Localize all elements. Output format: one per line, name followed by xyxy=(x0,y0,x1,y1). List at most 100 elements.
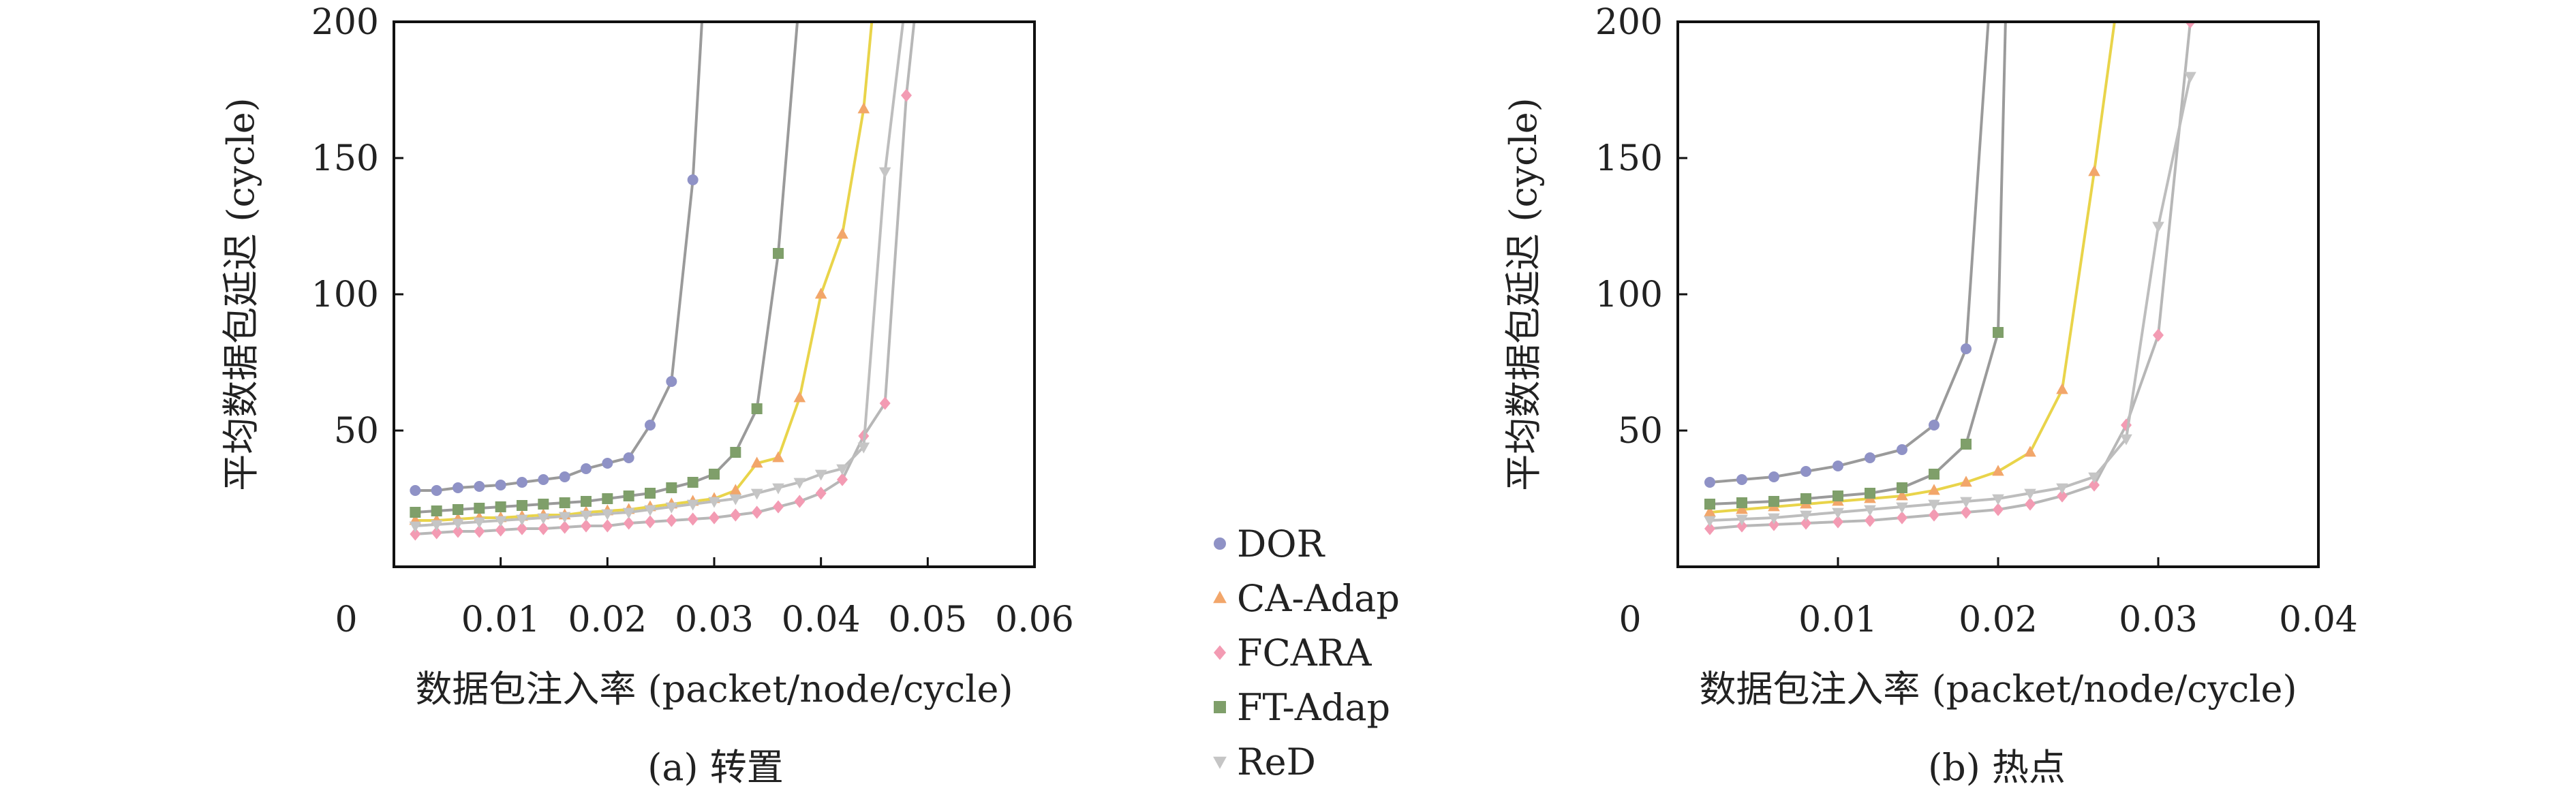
x-tick-label: 0 xyxy=(1619,599,1641,640)
data-point-dor xyxy=(410,485,421,496)
legend-marker-ft-adap xyxy=(1214,701,1226,713)
series-dor xyxy=(410,22,704,496)
data-point-fcara xyxy=(2057,489,2068,503)
data-point-ft-adap xyxy=(517,500,527,511)
data-point-ca-adap xyxy=(793,391,806,403)
data-point-fcara xyxy=(410,527,421,541)
data-point-red xyxy=(772,483,784,495)
data-point-ca-adap xyxy=(836,228,848,239)
chart-panel-a: 50 100 150 200 0 0.01 0.02 0.03 0.04 0.05 0.06 数据包注… xyxy=(219,2,1074,789)
series-line-fcara xyxy=(415,22,916,535)
data-point-dor xyxy=(581,463,592,474)
series-line-fcara xyxy=(1709,22,2192,530)
data-point-dor xyxy=(1768,471,1779,482)
data-point-fcara xyxy=(879,396,891,410)
legend-marker-red xyxy=(1213,756,1227,769)
data-point-fcara xyxy=(815,486,827,500)
series-red xyxy=(409,22,905,533)
y-axis-title: 平均数据包延迟 (cycle) xyxy=(1502,97,1545,491)
series-line-red xyxy=(1709,76,2192,522)
data-point-ca-adap xyxy=(2024,446,2036,457)
data-point-fcara xyxy=(1929,508,1939,522)
data-point-ft-adap xyxy=(645,488,656,499)
data-point-fcara xyxy=(1736,519,1747,533)
legend-item-dor: DOR xyxy=(1214,523,1325,565)
series-line-dor xyxy=(415,22,704,492)
data-point-fcara xyxy=(2025,497,2036,511)
data-point-red xyxy=(622,508,635,519)
data-point-ft-adap xyxy=(581,496,592,507)
data-point-ft-adap xyxy=(1768,496,1779,507)
data-point-dor xyxy=(1704,477,1715,488)
data-point-fcara xyxy=(474,525,485,538)
legend-marker-ca-adap xyxy=(1213,591,1227,604)
x-tick-label: 0.05 xyxy=(888,599,967,640)
legend-item-fcara: FCARA xyxy=(1214,632,1372,674)
data-point-fcara xyxy=(2185,22,2196,29)
legend-item-ca-adap: CA-Adap xyxy=(1213,577,1400,620)
data-point-ft-adap xyxy=(474,503,485,514)
data-point-ca-adap xyxy=(1896,489,1908,501)
data-point-red xyxy=(2024,488,2036,500)
data-point-fcara xyxy=(517,522,527,535)
y-tick-label: 100 xyxy=(311,275,379,315)
data-point-fcara xyxy=(1768,518,1779,531)
x-axis-title: 数据包注入率 (packet/node/cycle) xyxy=(1699,668,2297,711)
data-point-red xyxy=(708,497,720,508)
data-point-fcara xyxy=(1704,522,1715,535)
data-point-ft-adap xyxy=(687,477,699,488)
data-point-fcara xyxy=(730,508,741,522)
data-point-red xyxy=(836,464,848,476)
legend-marker-dor xyxy=(1214,537,1226,550)
data-point-dor xyxy=(1897,444,1907,455)
series-line-ft-adap xyxy=(1709,22,2007,505)
data-point-dor xyxy=(1736,474,1747,485)
x-tick-label: 0.04 xyxy=(2279,599,2358,640)
data-point-fcara xyxy=(1993,503,2004,516)
data-point-ft-adap xyxy=(559,497,570,508)
chart-panel-b: 50 100 150 200 0 0.01 0.02 0.03 0.04 数据包注入率 (pack… xyxy=(1502,2,2358,789)
data-point-ft-adap xyxy=(1993,327,2004,338)
legend-label: ReD xyxy=(1237,741,1316,783)
series-fcara xyxy=(410,22,916,541)
data-point-fcara xyxy=(1865,514,1875,527)
data-point-ca-adap xyxy=(857,102,870,114)
legend-label: FT-Adap xyxy=(1237,686,1390,729)
data-point-red xyxy=(878,167,891,178)
data-point-red xyxy=(409,521,422,533)
panel-caption: (a) 转置 xyxy=(647,746,784,789)
x-axis-title: 数据包注入率 (packet/node/cycle) xyxy=(415,668,1013,711)
data-point-fcara xyxy=(687,512,699,526)
data-point-ft-adap xyxy=(1961,439,1972,450)
y-axis-title: 平均数据包延迟 (cycle) xyxy=(219,97,262,491)
data-point-fcara xyxy=(602,519,613,533)
data-point-fcara xyxy=(773,500,784,514)
data-point-ca-adap xyxy=(2056,383,2068,394)
series-line-ca-adap xyxy=(1709,22,2116,514)
data-point-dor xyxy=(517,477,527,488)
data-point-dor xyxy=(602,458,613,469)
legend: DOR CA-Adap FCARA FT-Adap ReD xyxy=(1213,523,1400,783)
y-tick-label: 150 xyxy=(1595,138,1663,179)
data-point-ft-adap xyxy=(1704,499,1715,510)
data-point-red xyxy=(1864,505,1876,516)
data-point-red xyxy=(2088,472,2100,484)
data-point-ft-adap xyxy=(623,490,634,501)
data-point-red xyxy=(750,488,763,500)
data-point-red xyxy=(1800,510,1812,522)
series-ca-adap xyxy=(409,22,874,525)
data-point-dor xyxy=(1800,466,1811,477)
data-point-ca-adap xyxy=(750,456,763,468)
series-ft-adap xyxy=(1704,22,2007,510)
x-tick-label: 0.03 xyxy=(675,599,754,640)
data-point-fcara xyxy=(495,523,506,537)
data-point-red xyxy=(1768,513,1780,525)
data-point-fcara xyxy=(623,516,634,530)
legend-label: DOR xyxy=(1237,523,1325,565)
y-tick-label: 200 xyxy=(311,2,379,43)
x-tick-label: 0.04 xyxy=(782,599,861,640)
data-point-red xyxy=(2056,483,2068,495)
data-point-ft-adap xyxy=(1736,497,1747,508)
data-point-fcara xyxy=(2089,478,2100,492)
